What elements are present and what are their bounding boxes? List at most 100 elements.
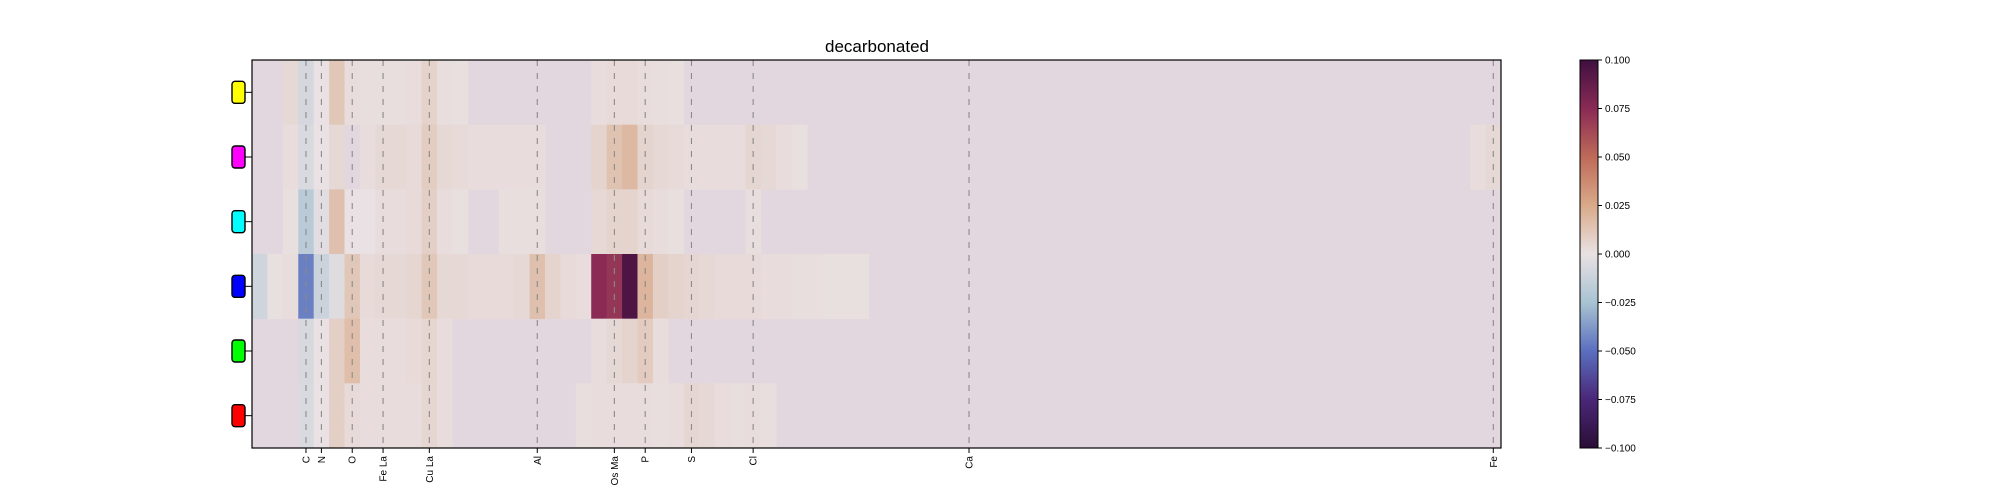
heatmap-cell (514, 254, 530, 320)
heatmap-cell (375, 124, 392, 190)
heatmap-cell (452, 254, 469, 320)
heatmap-cell (359, 124, 376, 190)
x-tick-label: Ca (965, 456, 976, 469)
heatmap-cell (652, 383, 669, 449)
colorbar-tick-label: −0.075 (1605, 395, 1636, 406)
heatmap-cell (822, 254, 839, 320)
heatmap-cell (483, 124, 500, 190)
heatmap-cell (359, 60, 376, 126)
row-color-marker (231, 80, 246, 105)
heatmap-cells (252, 60, 1502, 449)
heatmap-cell (406, 254, 423, 320)
heatmap-cell (606, 60, 623, 126)
heatmap-cell (776, 124, 793, 190)
heatmap-cell (714, 383, 731, 449)
heatmap-cell (359, 318, 376, 384)
heatmap-cell (282, 60, 299, 126)
heatmap-cell (437, 124, 453, 190)
heatmap-cell (668, 189, 685, 255)
heatmap-cell (298, 60, 315, 126)
heatmap-cell (375, 60, 392, 126)
heatmap-cell (791, 254, 808, 320)
row-color-marker (231, 403, 246, 428)
heatmap-cell (575, 383, 592, 449)
x-tick-label: C (302, 456, 313, 463)
heatmap-cell (807, 254, 823, 320)
heatmap-cell (791, 124, 808, 190)
heatmap-cell (390, 60, 407, 126)
colorbar-ticks: 0.100 0.075 0.050 0.025 0.000 −0.025 −0.050 −0.… (1598, 56, 1636, 455)
heatmap-cell (699, 124, 715, 190)
heatmap-cell (406, 383, 423, 449)
heatmap-cell (344, 60, 361, 126)
x-tick-label: N (317, 456, 328, 463)
heatmap-cell (514, 189, 530, 255)
heatmap-cell (329, 318, 345, 384)
heatmap-cell (652, 124, 669, 190)
heatmap-cell (591, 189, 608, 255)
heatmap-cell (606, 124, 623, 190)
heatmap-cell (329, 189, 345, 255)
heatmap-cell (637, 60, 654, 126)
heatmap-cell (637, 124, 654, 190)
heatmap-cell (1470, 124, 1486, 190)
x-axis-ticks: C N O Fe La Cu La Al Os Ma P S Cl Ca Fe (302, 448, 1500, 485)
heatmap-cell (652, 254, 669, 320)
heatmap-cell (498, 124, 515, 190)
heatmap-cell (406, 124, 423, 190)
heatmap-cell (575, 254, 592, 320)
colorbar-tick-label: 0.075 (1605, 104, 1630, 115)
heatmap-cell (668, 60, 685, 126)
heatmap-cell (514, 124, 530, 190)
heatmap-cell (390, 189, 407, 255)
heatmap-cell (282, 254, 299, 320)
row-color-marker (231, 145, 246, 169)
heatmap-cell (359, 189, 376, 255)
x-tick-label: Os Ma (610, 456, 621, 486)
heatmap-cell (406, 60, 423, 126)
heatmap-cell (668, 124, 685, 190)
heatmap-cell (730, 124, 746, 190)
heatmap-cell (714, 254, 731, 320)
heatmap-cell (652, 60, 669, 126)
heatmap-cell (390, 124, 407, 190)
heatmap-cell (591, 124, 608, 190)
heatmap-cell (591, 254, 608, 320)
x-tick-label: Cu La (425, 456, 436, 483)
heatmap-cell (837, 254, 854, 320)
heatmap-cell (406, 189, 423, 255)
heatmap-cell (544, 254, 561, 320)
heatmap-cell (760, 383, 777, 449)
x-tick-label: Fe La (379, 456, 390, 482)
heatmap-cell (406, 318, 423, 384)
heatmap-cell (622, 318, 638, 384)
heatmap-cell (252, 254, 268, 320)
heatmap-cell (652, 189, 669, 255)
colorbar-tick-label: −0.100 (1605, 444, 1636, 455)
heatmap-cell (467, 124, 484, 190)
colorbar (1579, 59, 1599, 449)
colorbar-tick-label: 0.100 (1605, 56, 1630, 67)
heatmap-cell (622, 189, 638, 255)
heatmap-cell (668, 254, 685, 320)
heatmap-cell (452, 60, 469, 126)
row-markers (231, 80, 252, 428)
heatmap-cell (437, 383, 453, 449)
heatmap-cell (498, 189, 515, 255)
heatmap-cell (421, 60, 438, 126)
heatmap-cell (282, 189, 299, 255)
heatmap-cell (699, 383, 715, 449)
heatmap-cell (313, 60, 330, 126)
heatmap-cell (776, 254, 793, 320)
heatmap-cell (437, 318, 453, 384)
heatmap-cell (359, 383, 376, 449)
heatmap-cell (652, 318, 669, 384)
row-color-marker (231, 274, 246, 299)
heatmap-cell (390, 383, 407, 449)
chart-title: decarbonated (825, 37, 929, 56)
heatmap-cell (591, 60, 608, 126)
heatmap-cell (591, 383, 608, 449)
heatmap-cell (390, 254, 407, 320)
x-tick-label: Al (533, 456, 544, 465)
